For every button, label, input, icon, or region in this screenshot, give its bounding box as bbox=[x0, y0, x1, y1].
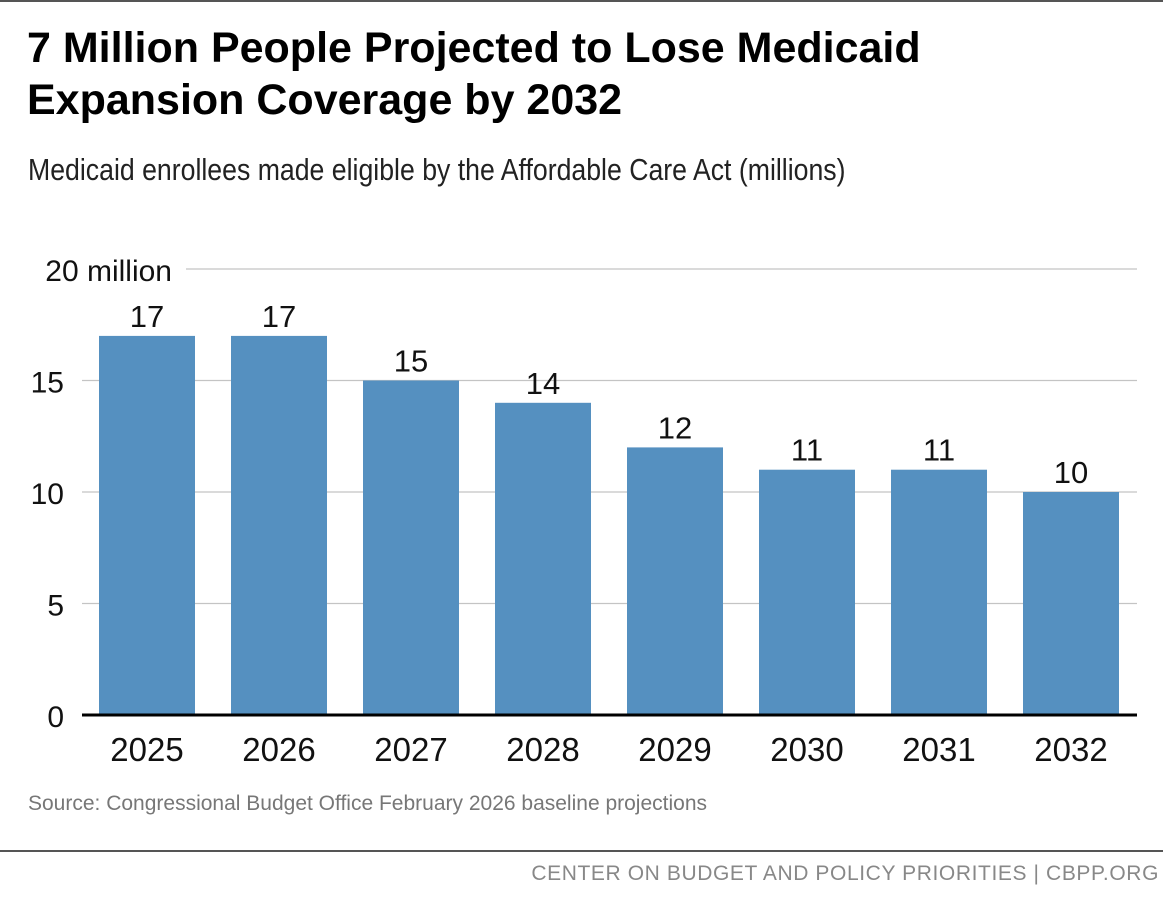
x-tick-label: 2028 bbox=[506, 731, 579, 768]
bar-value-label: 10 bbox=[1054, 455, 1088, 490]
x-tick-label: 2025 bbox=[110, 731, 183, 768]
x-tick-label: 2031 bbox=[902, 731, 975, 768]
footer-credit: CENTER ON BUDGET AND POLICY PRIORITIES |… bbox=[531, 862, 1159, 885]
bar-value-label: 17 bbox=[130, 299, 164, 334]
x-tick-label: 2032 bbox=[1034, 731, 1107, 768]
source-note: Source: Congressional Budget Office Febr… bbox=[28, 792, 708, 815]
bar bbox=[495, 402, 591, 715]
bar-chart: 0 5 10 15 20 million 17 2025 17 2026 15 2027 14 2028… bbox=[31, 255, 1137, 768]
bar-value-label: 14 bbox=[526, 366, 560, 401]
bar-value-label: 15 bbox=[394, 344, 428, 379]
bar bbox=[99, 335, 195, 715]
bar bbox=[891, 469, 987, 715]
bar-value-label: 12 bbox=[658, 410, 692, 445]
y-tick-label: 10 bbox=[31, 478, 64, 511]
bar bbox=[363, 380, 459, 715]
y-tick-label: 15 bbox=[31, 367, 64, 400]
chart-subtitle: Medicaid enrollees made eligible by the … bbox=[28, 152, 846, 187]
chart-title: 7 Million People Projected to Lose Medic… bbox=[27, 24, 921, 124]
x-tick-label: 2026 bbox=[242, 731, 315, 768]
bottom-rule bbox=[0, 850, 1163, 852]
bar-value-label: 11 bbox=[923, 433, 955, 468]
bar-value-label: 17 bbox=[262, 299, 296, 334]
x-tick-label: 2029 bbox=[638, 731, 711, 768]
y-tick-label: 5 bbox=[47, 590, 64, 623]
bar bbox=[759, 469, 855, 715]
x-tick-label: 2030 bbox=[770, 731, 843, 768]
bar-value-label: 11 bbox=[791, 433, 823, 468]
top-rule bbox=[0, 0, 1163, 2]
x-tick-label: 2027 bbox=[374, 731, 447, 768]
bar bbox=[1023, 492, 1119, 715]
bar bbox=[231, 335, 327, 715]
y-tick-label: 0 bbox=[47, 701, 64, 734]
y-tick-label: 20 million bbox=[45, 255, 172, 288]
bar bbox=[627, 447, 723, 715]
